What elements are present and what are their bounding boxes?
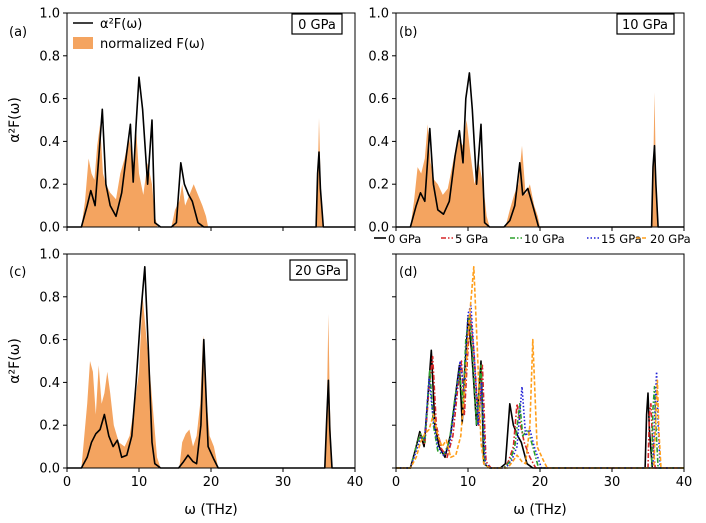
- panel-a-alpha2f-line: [67, 76, 355, 228]
- panel-b-ytick-label: 1.0: [368, 7, 389, 22]
- legend-20gpa-label: 20 GPa: [650, 232, 691, 246]
- y-axis-label-top: α²F(ω): [7, 97, 23, 143]
- panel-d-xtick-label: 40: [676, 475, 693, 490]
- panel-a-x-ticks: [66, 227, 356, 231]
- panel-a-alpha2f-curve: [67, 76, 355, 228]
- panel-c-pressure-box: [289, 259, 348, 281]
- panel-a-pressure-box: [291, 13, 343, 35]
- panel-d-pressure-lines: [396, 265, 684, 469]
- panel-c-ytick-label: 0.8: [39, 290, 60, 305]
- x-axis-label-left: ω (THz): [184, 502, 238, 518]
- panel-c-pressure-label: 20 GPa: [295, 264, 341, 279]
- panel-a: 0.0 0.2 0.4 0.6 0.8 1.0 (a) 0 GPa α²F(ω) norm…: [9, 7, 356, 236]
- panel-a-ytick-label: 0.2: [39, 178, 60, 193]
- legend-alpha2f-label: α²F(ω): [100, 17, 142, 32]
- panel-d-series-5-gpa: [396, 313, 684, 469]
- pressure-legend: 0 GPa 5 GPa 10 GPa 15 GPa 20 GPa: [374, 232, 691, 246]
- panel-d-frame: [395, 253, 685, 469]
- panel-c-dos-fill: [67, 296, 355, 468]
- panel-c-dos-area: [67, 296, 355, 468]
- panel-c-ytick-label: 0.4: [39, 376, 60, 391]
- panel-c-ytick-label: 0.6: [39, 333, 60, 348]
- panel-b-ytick-label: 0.8: [368, 49, 389, 64]
- panel-d-label: (d): [399, 265, 417, 280]
- panel-c-ytick-label: 0.2: [39, 419, 60, 434]
- panel-a-dos-area: [67, 117, 355, 227]
- panel-c-alpha2f-curve: [67, 265, 355, 469]
- legend-15gpa-label: 15 GPa: [601, 232, 642, 246]
- panel-c-x-ticks: 0 10 20 30 40: [63, 468, 363, 490]
- panel-c: 0.0 0.2 0.4 0.6 0.8 1.0 0 10 20 30 40 (c) 20 GPa: [9, 248, 363, 491]
- panel-b-dos-fill: [396, 92, 684, 227]
- legend-dos-label: normalized F(ω): [100, 37, 205, 52]
- panel-c-xtick-label: 20: [203, 475, 220, 490]
- panel-c-ytick-label: 1.0: [39, 248, 60, 263]
- panel-c-alpha2f-line: [67, 265, 355, 469]
- panel-c-xtick-label: 40: [347, 475, 364, 490]
- panel-b-x-ticks: [395, 227, 685, 231]
- panel-c-label: (c): [9, 265, 26, 280]
- panel-b-label: (b): [399, 25, 417, 40]
- panel-d-y-ticks: [392, 253, 396, 469]
- panel-c-xtick-label: 30: [275, 475, 292, 490]
- panel-c-y-ticks: 0.0 0.2 0.4 0.6 0.8 1.0: [39, 248, 67, 477]
- panel-d-xtick-label: 10: [460, 475, 477, 490]
- panel-a-ytick-label: 1.0: [39, 7, 60, 22]
- panel-b-ytick-label: 0.2: [368, 178, 389, 193]
- legend-10gpa-label: 10 GPa: [524, 232, 565, 246]
- panel-b-pressure-label: 10 GPa: [622, 18, 668, 33]
- panel-d-xtick-label: 0: [392, 475, 400, 490]
- panel-b-ytick-label: 0.6: [368, 92, 389, 107]
- panel-d-xtick-label: 30: [604, 475, 621, 490]
- panel-d-x-ticks: 0 10 20 30 40: [392, 468, 692, 490]
- panel-a-dos-fill: [67, 117, 355, 227]
- panel-a-ytick-label: 0.8: [39, 49, 60, 64]
- panel-d-series-0-gpa: [396, 317, 684, 469]
- panel-d-series-20-gpa: [396, 265, 684, 469]
- panel-a-ytick-label: 0.4: [39, 135, 60, 150]
- legend-5gpa-label: 5 GPa: [455, 232, 488, 246]
- panel-b-dos-area: [396, 92, 684, 227]
- panel-c-xtick-label: 10: [131, 475, 148, 490]
- panel-a-y-ticks: 0.0 0.2 0.4 0.6 0.8 1.0: [39, 7, 67, 236]
- panel-b: 0.0 0.2 0.4 0.6 0.8 1.0 (b) 10 GPa: [368, 7, 685, 236]
- panel-d-xtick-label: 20: [532, 475, 549, 490]
- panel-a-label: (a): [9, 25, 27, 40]
- panel-b-pressure-box: [616, 13, 675, 35]
- panel-d: 0 10 20 30 40 (d): [392, 253, 692, 490]
- y-axis-label-bottom: α²F(ω): [7, 338, 23, 384]
- panel-c-xtick-label: 0: [63, 475, 71, 490]
- panel-c-ytick-label: 0.0: [39, 462, 60, 477]
- panel-a-ytick-label: 0.6: [39, 92, 60, 107]
- panel-a-ytick-label: 0.0: [39, 221, 60, 236]
- panel-b-ytick-label: 0.0: [368, 221, 389, 236]
- legend-fill-swatch: [73, 37, 93, 49]
- legend-0gpa-label: 0 GPa: [388, 232, 421, 246]
- panel-b-y-ticks: 0.0 0.2 0.4 0.6 0.8 1.0: [368, 7, 396, 236]
- x-axis-label-right: ω (THz): [513, 502, 567, 518]
- panel-b-ytick-label: 0.4: [368, 135, 389, 150]
- panel-a-pressure-label: 0 GPa: [298, 18, 336, 33]
